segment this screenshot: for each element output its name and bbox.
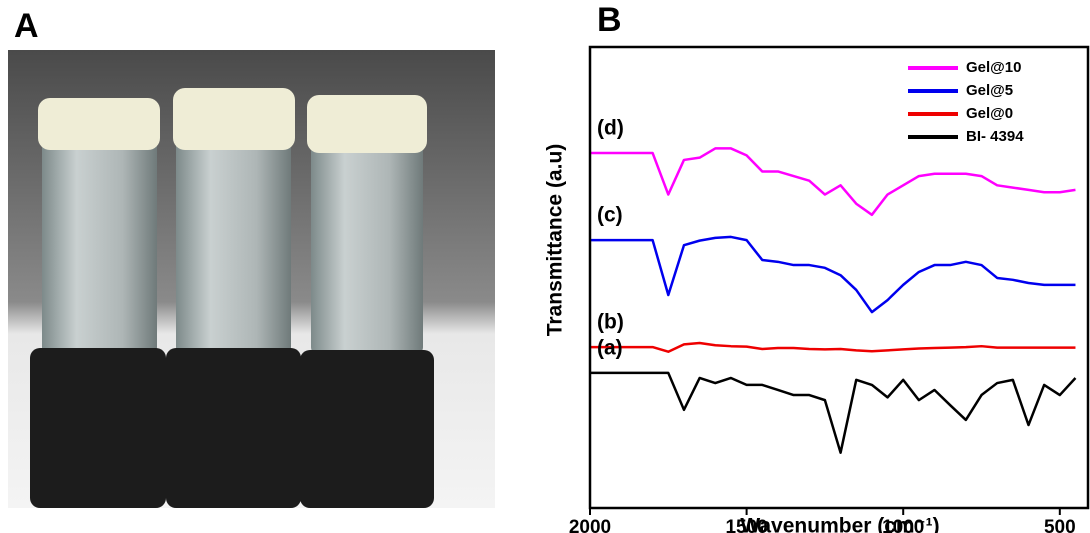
spectrum-line — [590, 235, 1076, 314]
series-annotation: (a) — [597, 336, 623, 359]
x-tick-label: 1000 — [882, 517, 924, 533]
spectrum-line — [590, 341, 1076, 353]
plot-frame — [588, 45, 1090, 510]
plot: 2000 1500 1000 500 Gel@10 Gel@5 Gel@0 BI- 4394 (… — [569, 59, 1077, 533]
y-axis-title: Transmittance (a.u) — [544, 144, 567, 337]
series-annotation: (c) — [597, 204, 623, 227]
photo — [8, 50, 495, 508]
series-annotation: (b) — [597, 311, 624, 334]
x-tick-label: 2000 — [569, 517, 611, 533]
legend-label: Gel@5 — [966, 82, 1013, 99]
legend-label: Gel@10 — [966, 59, 1022, 76]
x-axis-title: Wavenumber (cm⁻¹) — [740, 514, 939, 533]
panel-label: A — [14, 7, 39, 45]
spectrum-line — [590, 371, 1077, 454]
series-annotation: (d) — [597, 117, 624, 140]
spectrum-line — [590, 147, 1076, 217]
panel-label: B — [597, 1, 622, 39]
x-tick-label: 1500 — [725, 517, 767, 533]
legend-label: BI- 4394 — [966, 128, 1024, 145]
x-tick-label: 500 — [1044, 517, 1076, 533]
legend-label: Gel@0 — [966, 105, 1013, 122]
